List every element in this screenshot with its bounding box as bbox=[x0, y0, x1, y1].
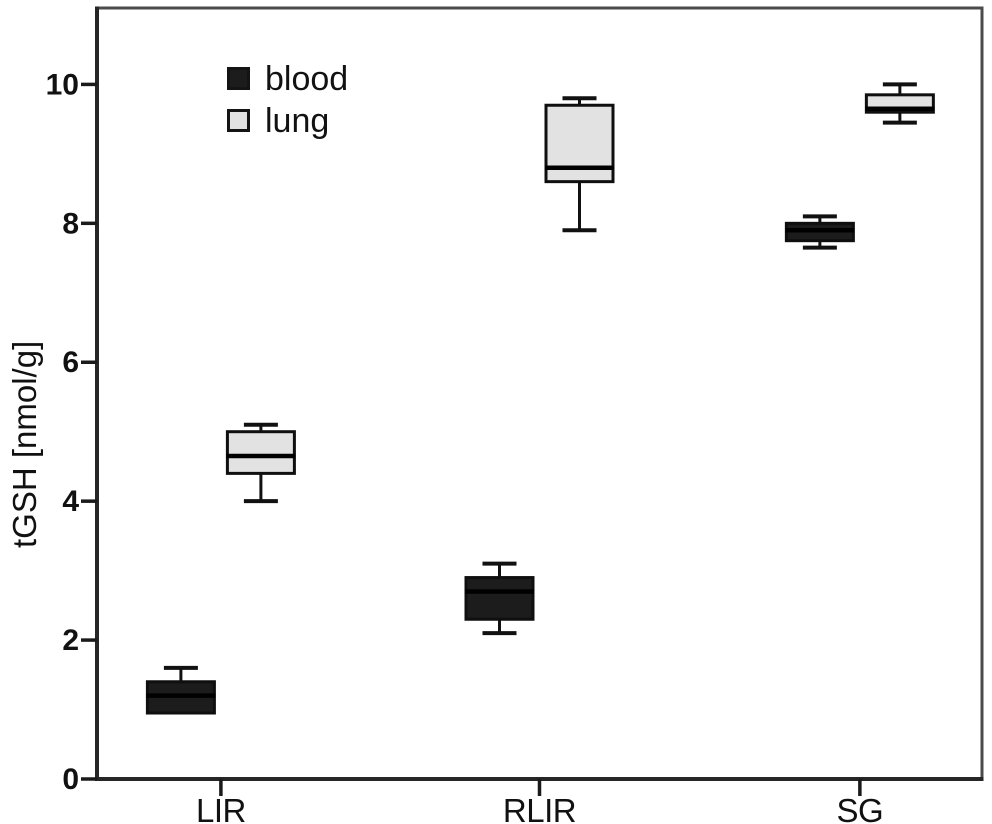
y-axis-title: tGSH [nmol/g] bbox=[6, 340, 43, 548]
x-tick-label: LIR bbox=[196, 792, 246, 824]
y-tick-label: 8 bbox=[62, 207, 79, 240]
legend-label-blood: blood bbox=[265, 59, 349, 98]
blood-swatch-icon bbox=[227, 67, 250, 90]
y-tick-label: 4 bbox=[62, 485, 79, 518]
legend-item-blood: blood bbox=[227, 59, 348, 98]
legend: blood lung bbox=[227, 59, 348, 140]
y-tick-label: 0 bbox=[62, 763, 79, 796]
y-tick-label: 2 bbox=[62, 624, 79, 657]
y-tick-label: 10 bbox=[46, 68, 79, 101]
box-blood-RLIR bbox=[464, 576, 535, 621]
lung-swatch-icon bbox=[227, 109, 250, 132]
legend-label-lung: lung bbox=[265, 101, 330, 140]
x-tick-label: SG bbox=[837, 792, 884, 824]
box-lung-LIR bbox=[225, 430, 296, 475]
box-lung-RLIR bbox=[544, 103, 615, 184]
y-tick-label: 6 bbox=[62, 346, 79, 379]
x-tick-label: RLIR bbox=[503, 792, 576, 824]
legend-item-lung: lung bbox=[227, 101, 348, 140]
